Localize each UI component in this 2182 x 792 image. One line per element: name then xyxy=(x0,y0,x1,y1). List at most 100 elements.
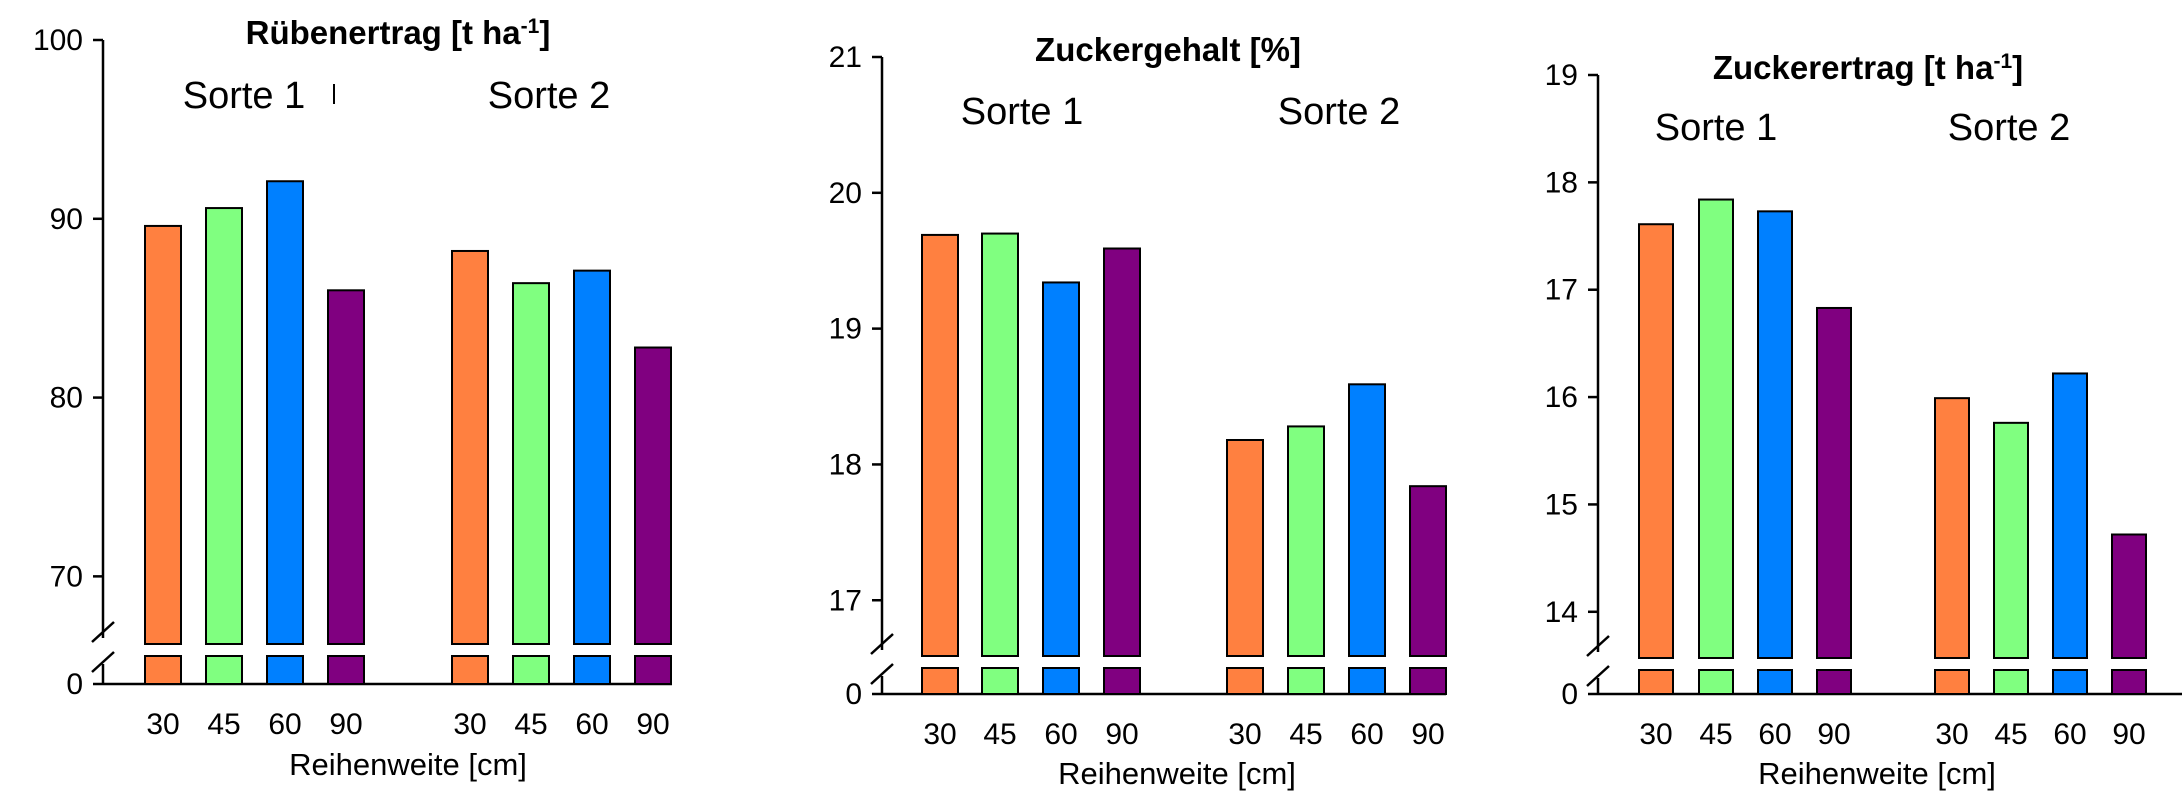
bar-sorte1-45 xyxy=(205,207,243,645)
x-tick-label: 90 xyxy=(636,708,669,741)
bar-sorte2-30 xyxy=(1934,397,1970,659)
bar-stub-sorte2-60 xyxy=(2052,669,2088,695)
y-tick-label: 21 xyxy=(829,41,862,74)
x-tick-label: 90 xyxy=(329,708,362,741)
chart-panel-3: Zuckerertrag [t ha-1] Sorte 1 Sorte 2 0 14 15… xyxy=(1545,49,2182,791)
axis-break-mark-upper xyxy=(870,633,894,655)
x-tick-label: 60 xyxy=(1758,718,1791,751)
y-tick-label: 19 xyxy=(829,313,862,346)
bar-sorte2-90 xyxy=(1409,485,1447,657)
y-tick-label: 80 xyxy=(50,382,83,415)
bar-sorte2-45 xyxy=(1287,425,1325,657)
axis-break-mark-lower xyxy=(870,663,894,685)
bar-stub-sorte1-60 xyxy=(1042,667,1080,695)
y-tick-label: 15 xyxy=(1545,488,1578,521)
x-tick-label: 30 xyxy=(1639,718,1672,751)
bar-sorte1-45 xyxy=(1698,198,1734,659)
bar-stub-sorte2-30 xyxy=(1226,667,1264,695)
y-tick-label: 90 xyxy=(50,203,83,236)
bar-sorte1-90 xyxy=(1816,306,1852,659)
x-tick-label: 30 xyxy=(1228,718,1261,751)
bar-sorte1-30 xyxy=(921,233,959,657)
bar-sorte2-45 xyxy=(512,282,550,645)
y-tick-label: 0 xyxy=(845,678,862,711)
chart-title-main: Zuckerertrag [t ha xyxy=(1713,49,1994,86)
x-tick-label: 30 xyxy=(923,718,956,751)
y-tick-label: 70 xyxy=(50,560,83,593)
bar-stub-sorte1-30 xyxy=(1638,669,1674,695)
chart-title: Zuckerertrag [t ha-1] xyxy=(1713,49,2023,86)
chart-panel-1: Rübenertrag [t ha-1] Sorte 1 Sorte 2 0 70 80 9… xyxy=(33,14,672,782)
x-tick-label: 45 xyxy=(983,718,1016,751)
bar-stub-sorte1-30 xyxy=(921,667,959,695)
bar-stub-sorte2-45 xyxy=(1287,667,1325,695)
group-label-2: Sorte 2 xyxy=(488,75,611,117)
bar-sorte1-45 xyxy=(981,232,1019,657)
y-tick-label: 17 xyxy=(1545,274,1578,307)
axis-break-mark-upper xyxy=(1586,635,1610,657)
chart-title-superscript: -1 xyxy=(1993,50,2012,73)
bar-sorte1-60 xyxy=(1757,210,1793,659)
chart-title: Rübenertrag [t ha-1] xyxy=(246,14,551,51)
y-tick-label: 14 xyxy=(1545,596,1578,629)
x-tick-label: 60 xyxy=(575,708,608,741)
bar-stub-sorte2-45 xyxy=(1993,669,2029,695)
bar-sorte1-90 xyxy=(1103,247,1141,657)
bar-sorte2-30 xyxy=(1226,438,1264,658)
chart-panel-2: Zuckergehalt [%] Sorte 1 Sorte 2 0 17 18 19 20 2… xyxy=(829,31,1447,791)
x-tick-label: 60 xyxy=(1044,718,1077,751)
bar-stub-sorte2-45 xyxy=(512,655,550,685)
y-tick-label: 18 xyxy=(1545,166,1578,199)
bar-sorte1-90 xyxy=(327,289,365,645)
bar-sorte1-30 xyxy=(1638,223,1674,659)
axis-break-mark-lower xyxy=(91,651,115,673)
bar-stub-sorte2-90 xyxy=(2111,669,2147,695)
bar-sorte2-60 xyxy=(2052,372,2088,659)
x-tick-label: 45 xyxy=(1699,718,1732,751)
x-axis-label: Reihenweite [cm] xyxy=(289,747,527,782)
chart-title-main: Rübenertrag [t ha xyxy=(246,14,522,51)
bar-sorte1-30 xyxy=(144,224,182,645)
y-tick-label: 19 xyxy=(1545,59,1578,92)
bar-stub-sorte1-60 xyxy=(1757,669,1793,695)
bar-stub-sorte2-60 xyxy=(573,655,611,685)
chart-title-tail: ] xyxy=(539,14,550,51)
bar-sorte1-60 xyxy=(266,180,304,645)
bar-stub-sorte1-60 xyxy=(266,655,304,685)
y-tick-label: 20 xyxy=(829,177,862,210)
bar-stub-sorte1-45 xyxy=(1698,669,1734,695)
y-tick-label: 0 xyxy=(66,668,83,701)
bar-stub-sorte1-90 xyxy=(1103,667,1141,695)
bar-stub-sorte1-90 xyxy=(1816,669,1852,695)
bar-sorte2-45 xyxy=(1993,421,2029,660)
x-tick-label: 60 xyxy=(1350,718,1383,751)
x-tick-label: 45 xyxy=(514,708,547,741)
x-tick-label: 60 xyxy=(2053,718,2086,751)
x-axis-label: Reihenweite [cm] xyxy=(1758,756,1996,791)
group-label-2: Sorte 2 xyxy=(1948,107,2071,149)
bar-stub-sorte1-45 xyxy=(981,667,1019,695)
x-tick-label: 90 xyxy=(1817,718,1850,751)
x-tick-label: 90 xyxy=(1105,718,1138,751)
axis-break-mark-lower xyxy=(1586,665,1610,687)
bar-stub-sorte2-60 xyxy=(1348,667,1386,695)
bar-stub-sorte2-30 xyxy=(451,655,489,685)
axis-break-mark-upper xyxy=(91,621,115,643)
group-label-2: Sorte 2 xyxy=(1278,91,1401,133)
x-tick-label: 45 xyxy=(207,708,240,741)
x-tick-label: 45 xyxy=(1289,718,1322,751)
bar-sorte2-90 xyxy=(2111,533,2147,659)
x-tick-label: 60 xyxy=(268,708,301,741)
group-label-1: Sorte 1 xyxy=(183,75,306,117)
x-tick-label: 30 xyxy=(146,708,179,741)
bar-stub-sorte1-90 xyxy=(327,655,365,685)
y-tick-label: 100 xyxy=(33,24,83,57)
bar-sorte1-60 xyxy=(1042,281,1080,657)
bar-stub-sorte2-90 xyxy=(1409,667,1447,695)
y-tick-label: 17 xyxy=(829,584,862,617)
bar-sorte2-30 xyxy=(451,249,489,645)
bar-stub-sorte2-30 xyxy=(1934,669,1970,695)
group-label-1: Sorte 1 xyxy=(961,91,1084,133)
x-tick-label: 45 xyxy=(1994,718,2027,751)
x-tick-label: 90 xyxy=(2112,718,2145,751)
